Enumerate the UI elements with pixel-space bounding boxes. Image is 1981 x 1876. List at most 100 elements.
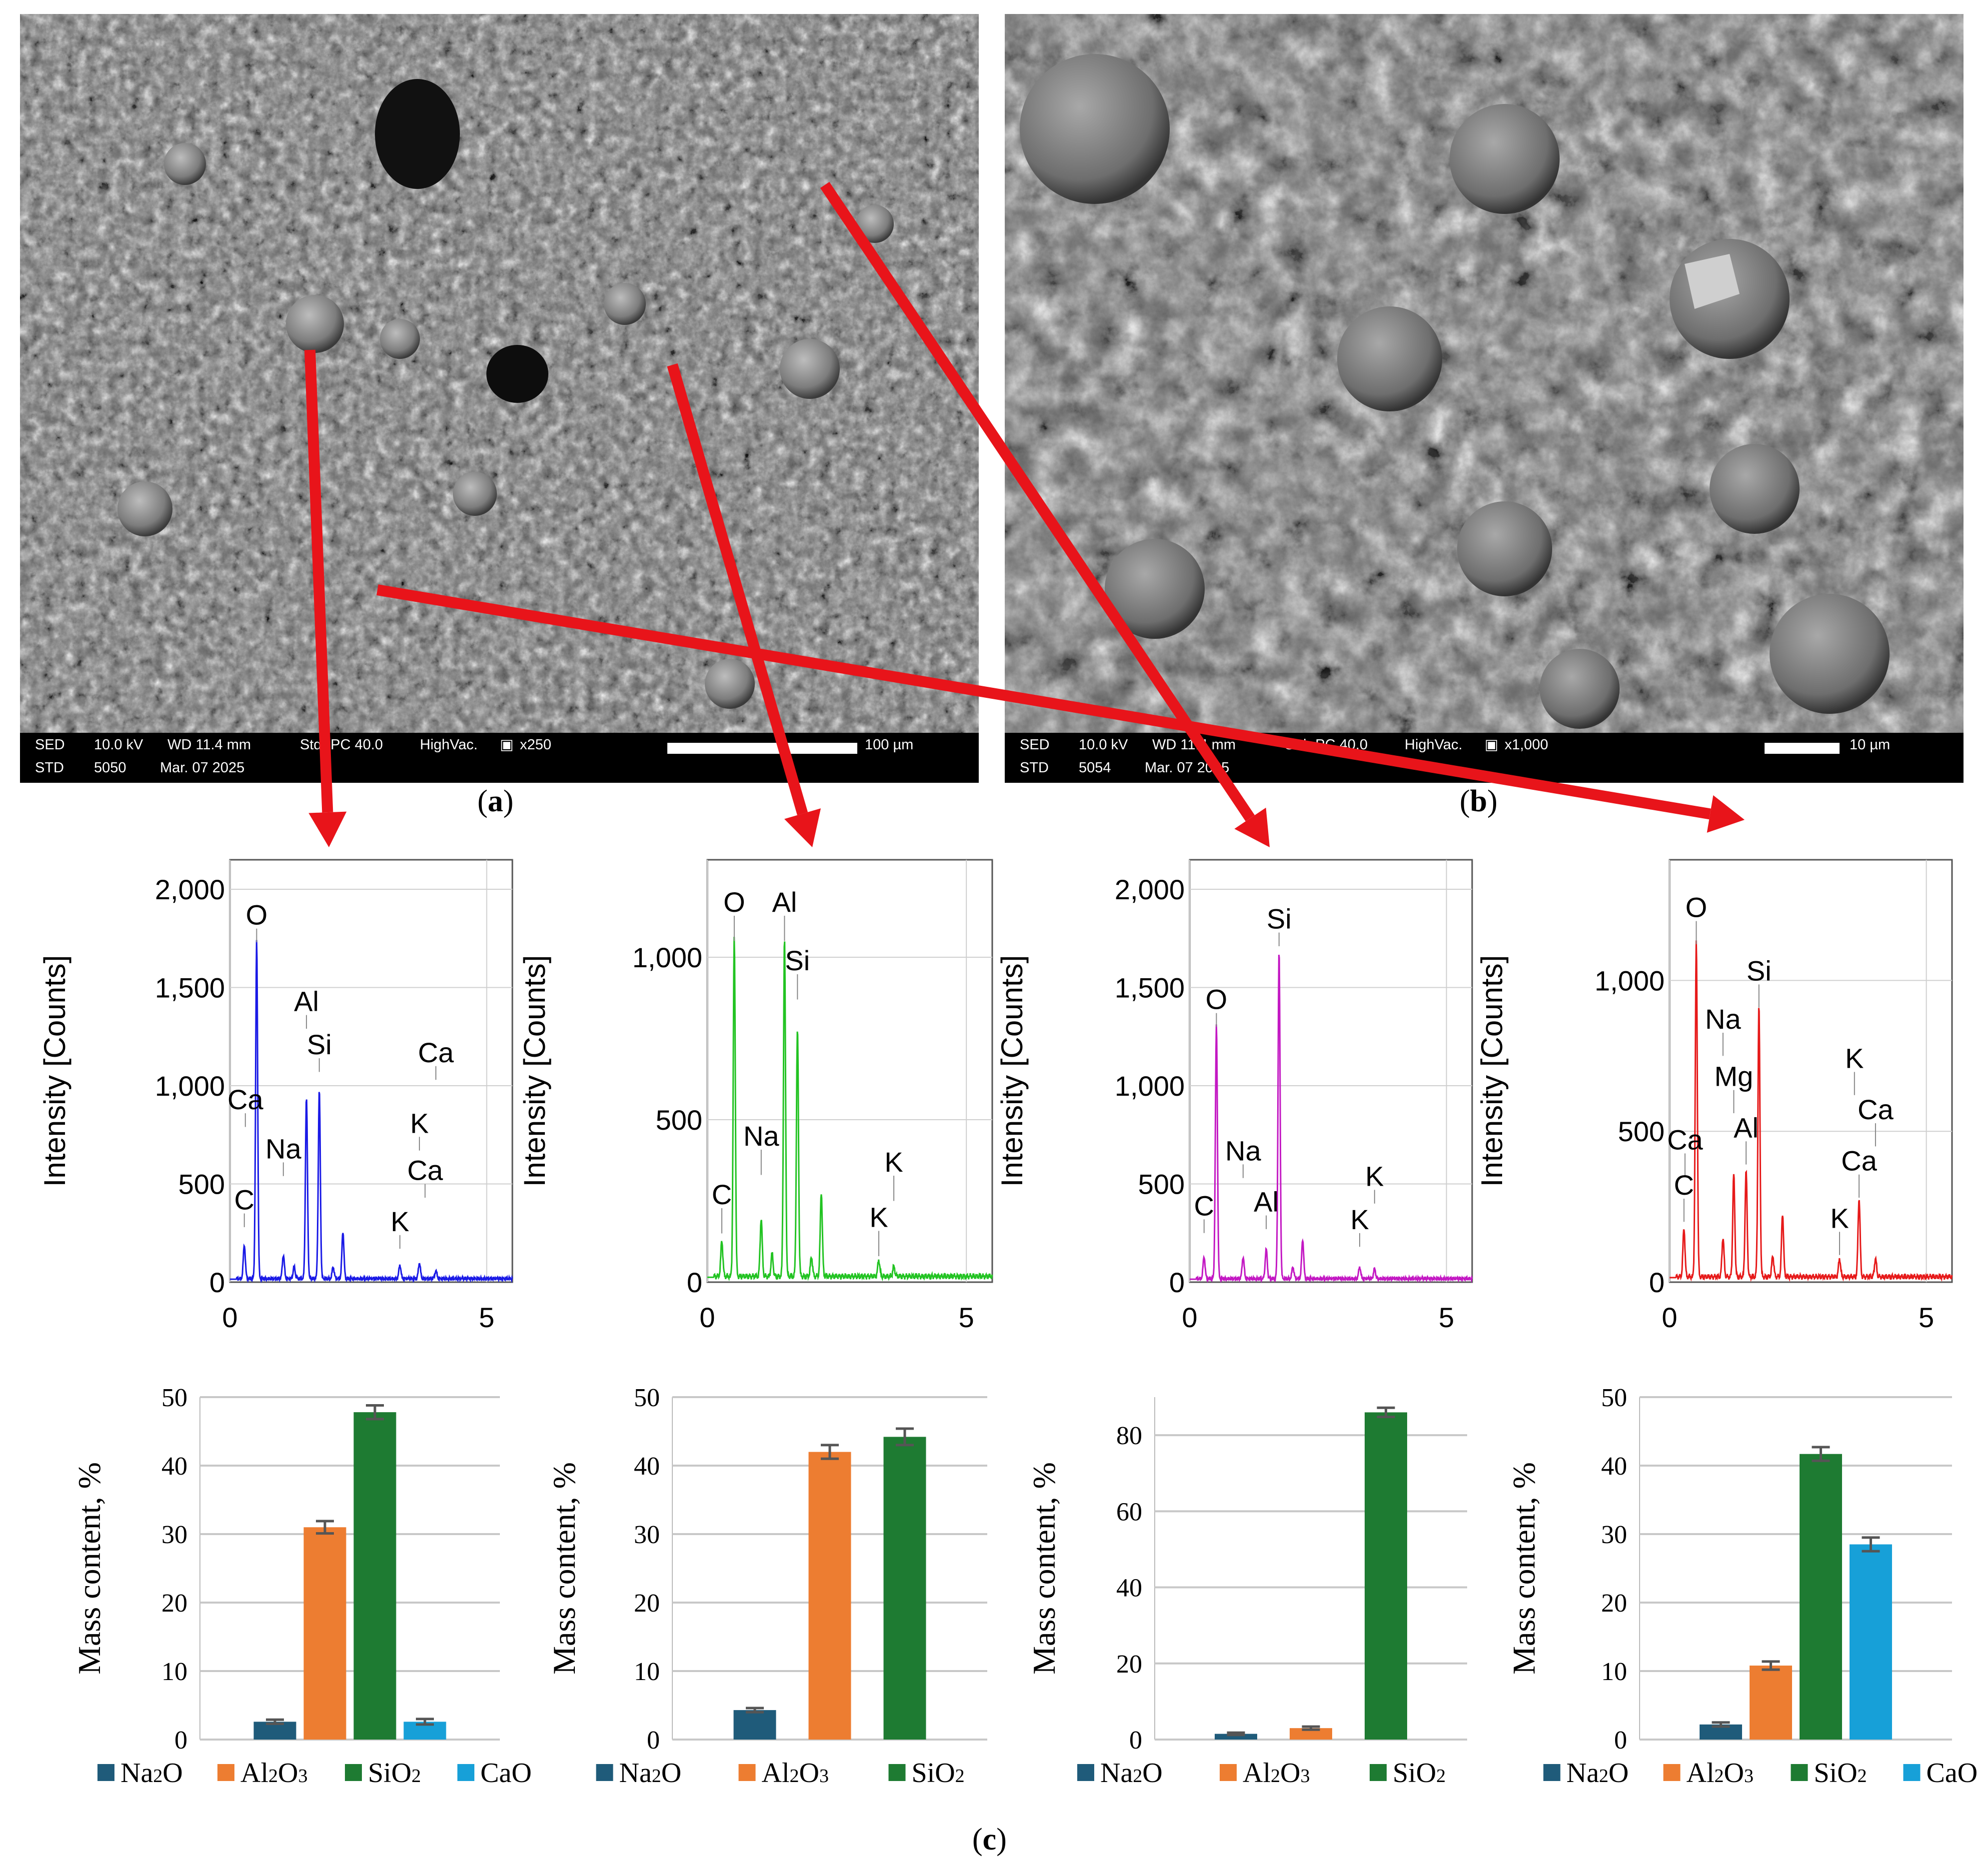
peak-label: K <box>410 1107 428 1139</box>
peak-label: O <box>1206 984 1228 1015</box>
legend-text-part: O <box>162 1758 182 1789</box>
x-tick-label: 0 <box>1182 1302 1197 1333</box>
y-tick-label: 20 <box>1601 1589 1627 1618</box>
legend-swatch-sio2 <box>888 1764 906 1781</box>
bar-sio2 <box>1800 1454 1842 1740</box>
legend-text-part: O <box>1609 1758 1629 1789</box>
legend-text-part: Na <box>120 1758 153 1789</box>
y-tick-label: 30 <box>1601 1521 1627 1549</box>
legend-swatch-na2o <box>596 1764 613 1781</box>
legend-swatch-na2o <box>97 1764 114 1781</box>
panel-label-c: (c) <box>972 1823 1007 1857</box>
spectrum-line <box>707 937 993 1282</box>
spectrum-line <box>1670 940 1953 1282</box>
camera-icon: ▣ <box>1485 737 1499 753</box>
y-tick-label: 0 <box>1649 1267 1665 1298</box>
eds-chart-1: 0 500 1,000 1,500 2,000 0 5 Intensity [Counts] O… <box>38 859 513 1333</box>
bar-na2o <box>733 1710 776 1740</box>
legend-text-part: 3 <box>1300 1766 1310 1787</box>
peak-label: O <box>246 899 268 931</box>
legend-text-part: Na <box>1567 1758 1599 1789</box>
bar-al2o3 <box>1290 1728 1332 1740</box>
y-tick-label: 1,500 <box>155 972 225 1003</box>
legend-text-part: 2 <box>153 1766 162 1787</box>
spectrum-line <box>1190 954 1473 1284</box>
legend-text-part: 2 <box>955 1766 965 1787</box>
eds-chart-3: 0 500 1,000 1,500 2,000 0 5 Intensity [Counts] S… <box>995 859 1473 1333</box>
legend-text-part: 2 <box>1599 1766 1609 1787</box>
legend-swatch-cao <box>457 1764 474 1781</box>
peak-label: Ca <box>407 1155 443 1186</box>
scale-bar <box>667 743 857 754</box>
sem-voltage: 10.0 kV <box>94 737 143 753</box>
peak-label: Na <box>265 1133 301 1164</box>
plot-frame <box>706 859 993 1283</box>
y-axis-label: Mass content, % <box>546 1462 582 1675</box>
legend-text-part: 2 <box>411 1766 421 1787</box>
bar-sio2 <box>883 1437 926 1740</box>
legend-text-part: CaO <box>480 1758 532 1789</box>
legend-swatch-al2o3 <box>217 1764 234 1781</box>
legend-label-al2o3: Al2O3 <box>1687 1758 1754 1789</box>
spectrum-line <box>230 940 513 1284</box>
legend-label-al2o3: Al2O3 <box>240 1758 307 1789</box>
legend-label-na2o: Na2O <box>619 1758 682 1789</box>
y-axis-label: Intensity [Counts] <box>518 955 551 1187</box>
peak-label: Ca <box>1858 1094 1894 1125</box>
pointer-arrow-1 <box>304 349 333 813</box>
y-tick-label: 40 <box>161 1452 187 1481</box>
y-tick-label: 20 <box>634 1589 660 1618</box>
peak-label: Ca <box>418 1037 454 1068</box>
y-tick-label: 10 <box>161 1658 187 1686</box>
peak-label: K <box>1845 1042 1864 1074</box>
y-tick-label: 2,000 <box>155 874 225 905</box>
legend-label-cao: CaO <box>480 1758 532 1789</box>
sem-info-bar-a: SED 10.0 kV WD 11.4 mm Std.-PC 40.0 High… <box>20 733 979 783</box>
legend-text-part: O <box>1142 1758 1162 1789</box>
plot-frame <box>1669 859 1953 1283</box>
peak-label: Na <box>1225 1135 1261 1166</box>
scale-label: 100 µm <box>865 737 914 753</box>
legend-text-part: O <box>1724 1758 1744 1789</box>
legend-label-cao: CaO <box>1927 1758 1978 1789</box>
legend-text-part: Al <box>762 1758 790 1789</box>
legend-text-part: O <box>661 1758 681 1789</box>
legend-text-part: SiO <box>1814 1758 1858 1789</box>
legend-text-part: 2 <box>1133 1766 1142 1787</box>
legend-text-part: CaO <box>1927 1758 1978 1789</box>
y-tick-label: 30 <box>634 1521 660 1549</box>
y-tick-label: 500 <box>1618 1116 1665 1147</box>
sem-magnification: x1,000 <box>1505 737 1549 753</box>
x-tick-label: 0 <box>222 1302 237 1333</box>
legend-swatch-sio2 <box>345 1764 362 1781</box>
legend-label-na2o: Na2O <box>1100 1758 1163 1789</box>
sem-vacuum: HighVac. <box>420 737 478 753</box>
arrowhead-icon <box>1707 795 1745 833</box>
legend-text-part: SiO <box>912 1758 955 1789</box>
legend-text-part: SiO <box>368 1758 411 1789</box>
peak-label: C <box>1194 1190 1214 1221</box>
legend-label-sio2: SiO2 <box>912 1758 965 1789</box>
legend-swatch-na2o <box>1077 1764 1094 1781</box>
peak-label: K <box>1350 1204 1369 1235</box>
peak-label: Ca <box>227 1084 263 1115</box>
legend-label-sio2: SiO2 <box>1393 1758 1446 1789</box>
bar-cao <box>1850 1544 1892 1740</box>
legend-swatch-na2o <box>1543 1764 1561 1781</box>
peak-label: C <box>712 1179 732 1210</box>
sem-vacuum: HighVac. <box>1405 737 1463 753</box>
sem-voltage: 10.0 kV <box>1079 737 1128 753</box>
legend-text-part: 2 <box>652 1766 661 1787</box>
y-tick-label: 50 <box>634 1384 660 1412</box>
panel-label-b: (b) <box>1460 784 1498 818</box>
y-tick-label: 30 <box>161 1521 187 1549</box>
sem-mode: SED <box>1020 737 1050 753</box>
sem-working-distance: WD 11.4 mm <box>167 737 251 753</box>
sem-image-b: SED 10.0 kV WD 11.4 mm Std.-PC 40.0 High… <box>1005 14 1964 783</box>
legend-text-part: 2 <box>1271 1766 1280 1787</box>
y-axis-label: Intensity [Counts] <box>38 955 71 1187</box>
sem-probe-current: Std.-PC 40.0 <box>300 737 383 753</box>
peak-label: Na <box>1705 1003 1741 1035</box>
peak-label: Si <box>1747 955 1772 986</box>
